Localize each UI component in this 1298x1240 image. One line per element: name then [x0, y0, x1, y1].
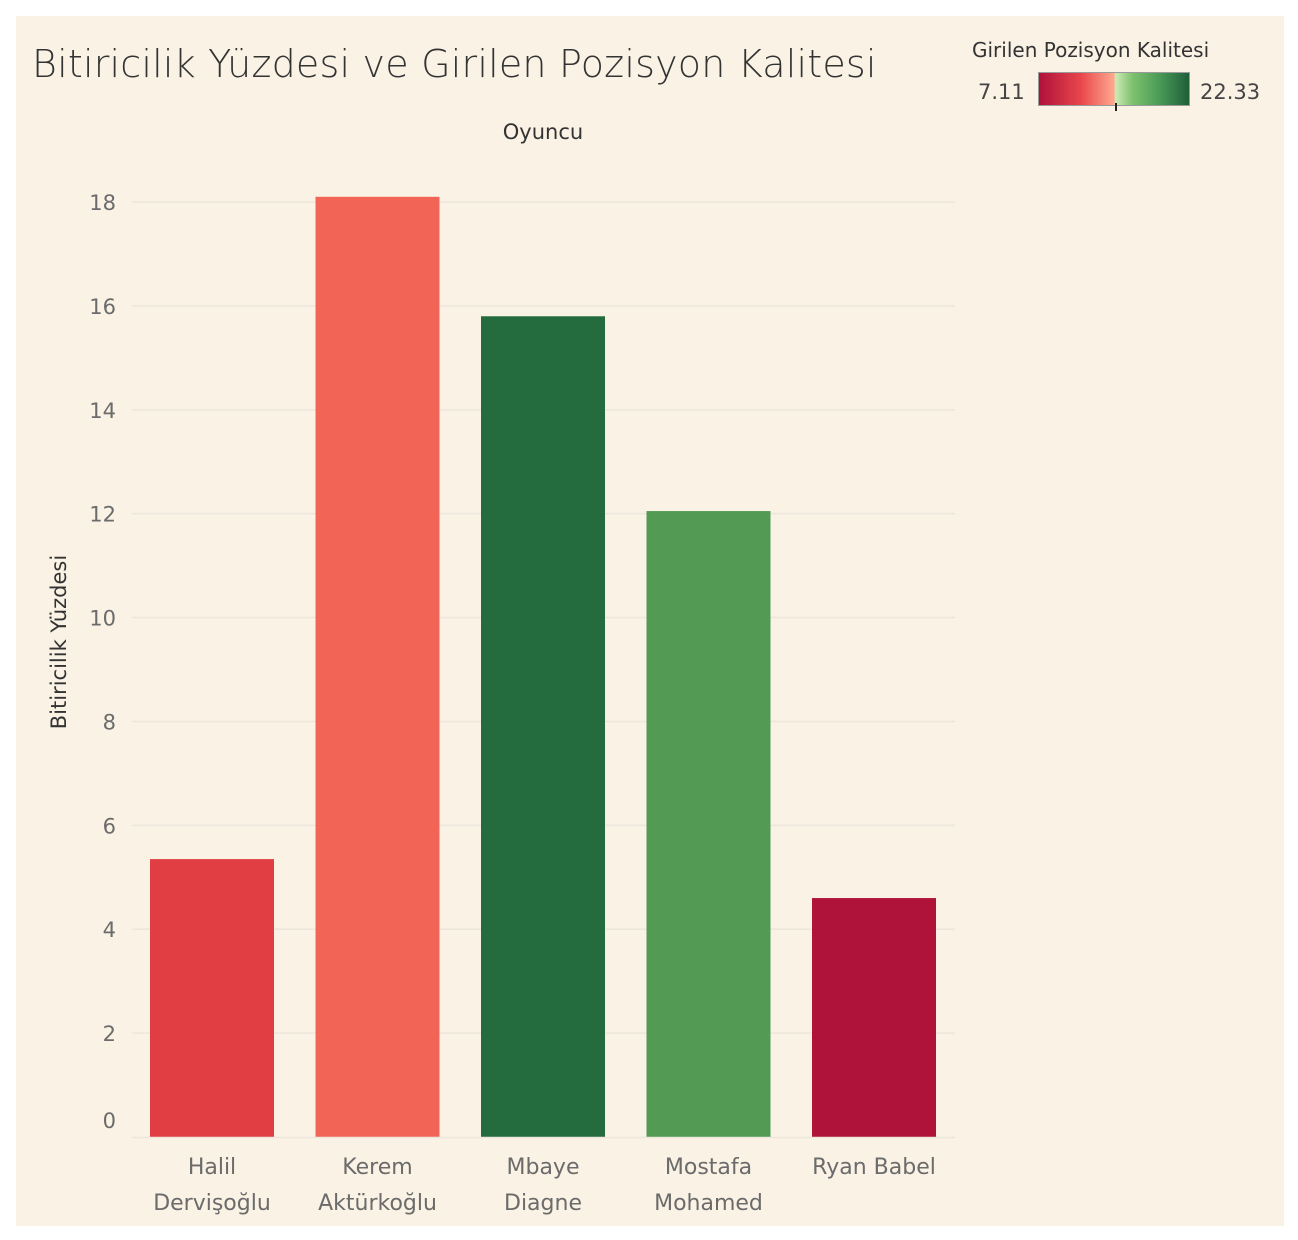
y-tick-label: 16 — [89, 295, 116, 319]
x-category-label: Dervişoğlu — [153, 1191, 271, 1216]
bar[interactable] — [150, 859, 274, 1137]
legend-max-label: 22.33 — [1200, 80, 1261, 104]
bar[interactable] — [315, 196, 440, 1138]
y-tick-label: 8 — [103, 710, 116, 734]
y-tick-label: 0 — [103, 1109, 116, 1133]
bar[interactable] — [481, 316, 605, 1137]
x-category-label: Diagne — [504, 1191, 582, 1216]
y-tick-label: 2 — [103, 1022, 116, 1046]
bar[interactable] — [646, 511, 771, 1137]
y-tick-label: 14 — [89, 399, 116, 423]
bar[interactable] — [812, 898, 936, 1137]
legend-min-label: 7.11 — [978, 80, 1025, 104]
y-tick-label: 18 — [89, 191, 116, 215]
x-category-label: Mohamed — [654, 1191, 763, 1216]
x-category-label: Kerem — [342, 1155, 412, 1180]
legend-title: Girilen Pozisyon Kalitesi — [972, 38, 1210, 62]
x-category-label: Halil — [188, 1155, 236, 1180]
chart-title: Bitiricilik Yüzdesi ve Girilen Pozisyon … — [32, 42, 877, 86]
x-category-label: Aktürkoğlu — [318, 1191, 437, 1216]
x-axis-title: Oyuncu — [502, 120, 584, 144]
x-category-label: Ryan Babel — [812, 1155, 936, 1180]
legend-ramp-marker — [1115, 103, 1117, 111]
y-tick-label: 10 — [89, 607, 116, 631]
y-tick-label: 4 — [103, 918, 116, 942]
x-category-label: Mbaye — [507, 1155, 580, 1180]
x-category-label: Mostafa — [665, 1155, 752, 1180]
y-tick-label: 12 — [89, 503, 116, 527]
legend-color-ramp[interactable] — [1038, 72, 1190, 106]
y-tick-label: 6 — [103, 814, 116, 838]
